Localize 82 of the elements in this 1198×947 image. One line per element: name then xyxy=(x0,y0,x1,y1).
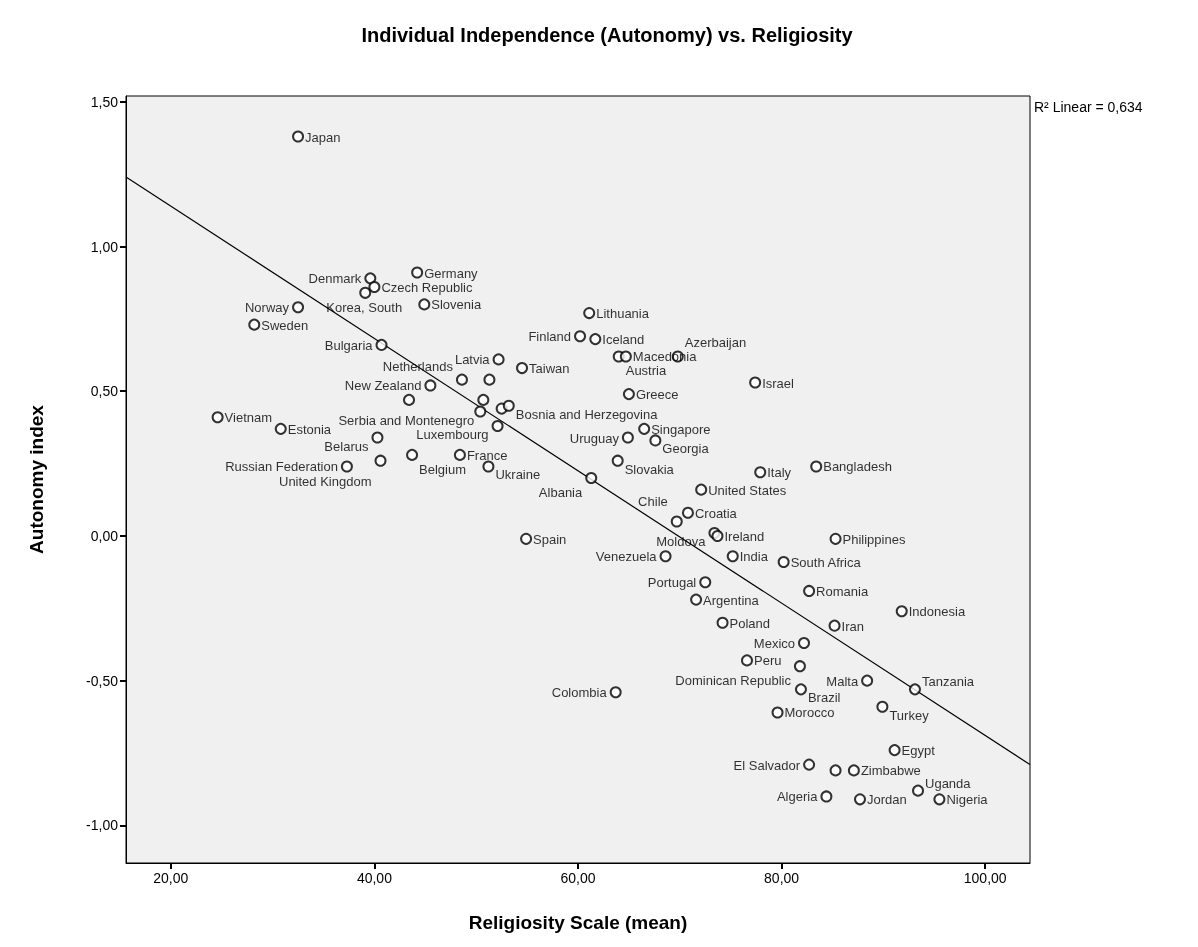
annotation: Albania xyxy=(538,485,583,501)
annotation: Greece xyxy=(635,387,679,403)
annotation: Brazil xyxy=(807,690,841,706)
annotation: El Salvador xyxy=(733,757,801,773)
annotation: Spain xyxy=(533,531,567,547)
annotation: Colombia xyxy=(551,685,608,701)
annotation: Portugal xyxy=(647,575,697,591)
annotation: Romania xyxy=(816,583,869,599)
annotation: Finland xyxy=(528,329,572,345)
x-tick-label: 80,00 xyxy=(764,870,800,886)
x-axis-title: Religiosity Scale (mean) xyxy=(468,912,688,933)
annotation: Taiwan xyxy=(529,361,570,377)
annotation: Russian Federation xyxy=(225,459,338,475)
annotation: Latvia xyxy=(454,352,491,368)
annotation: Ireland xyxy=(724,528,765,544)
annotation: United Kingdom xyxy=(279,473,372,489)
annotation: Lithuania xyxy=(596,306,650,322)
annotation: Morocco xyxy=(784,705,835,721)
annotation: Zimbabwe xyxy=(860,763,921,779)
annotation: Malta xyxy=(826,673,859,689)
annotation: Israel xyxy=(762,375,795,391)
annotation: Dominican Republic xyxy=(675,673,792,689)
annotation: Korea, South xyxy=(326,299,403,315)
annotation: Bangladesh xyxy=(823,459,892,475)
annotation: Poland xyxy=(729,615,771,631)
y-tick-label: -0,50 xyxy=(86,672,119,689)
annotation: Italy xyxy=(767,465,792,481)
y-tick-label: 1,00 xyxy=(90,238,119,255)
annotation: Serbia and Montenegro xyxy=(338,412,475,428)
annotation: Czech Republic xyxy=(381,280,473,296)
annotation: Azerbaijan xyxy=(684,335,747,351)
annotation: Ukraine xyxy=(495,467,541,483)
annotation: Argentina xyxy=(703,592,760,608)
y-tick-label: 0,50 xyxy=(90,383,119,400)
annotation: Estonia xyxy=(287,421,332,437)
annotation: United States xyxy=(708,482,787,498)
annotation: Iceland xyxy=(602,332,645,348)
annotation: Slovakia xyxy=(624,461,675,477)
annotation: Bulgaria xyxy=(324,337,374,353)
annotation: Slovenia xyxy=(431,297,482,313)
annotation: Peru xyxy=(753,653,782,669)
annotation: Turkey xyxy=(889,707,930,723)
annotation: New Zealand xyxy=(344,378,422,394)
annotation: Germany xyxy=(424,265,479,281)
annotation: Venezuela xyxy=(595,549,658,565)
annotation: Uruguay xyxy=(569,430,620,446)
annotation: Uganda xyxy=(925,775,972,791)
annotation: Georgia xyxy=(662,441,710,457)
annotation: Mexico xyxy=(753,636,796,652)
annotation: Vietnam xyxy=(224,410,273,426)
annotation: Indonesia xyxy=(908,604,966,620)
annotation: Algeria xyxy=(776,789,819,805)
annotation: Philippines xyxy=(842,531,906,547)
y-axis-title: Autonomy index xyxy=(26,404,47,554)
x-tick-label: 40,00 xyxy=(356,870,393,886)
annotation: Chile xyxy=(638,494,668,510)
text: R² Linear = 0,634 xyxy=(1034,99,1143,115)
annotation: Belgium xyxy=(419,461,467,477)
x-tick-label: 60,00 xyxy=(560,870,596,886)
annotation: Croatia xyxy=(694,505,738,521)
annotation: Norway xyxy=(244,300,290,316)
y-tick-label: 0,00 xyxy=(90,527,119,544)
annotation: India xyxy=(739,549,769,565)
annotation: France xyxy=(466,447,508,463)
annotation: Tanzania xyxy=(921,674,975,690)
chart-title: Individual Independence (Autonomy) vs. Religiosity xyxy=(361,24,854,46)
x-tick-label: 100,00 xyxy=(963,870,1007,886)
annotation: Egypt xyxy=(901,743,936,759)
annotation: Iran xyxy=(841,618,864,634)
annotation: Denmark xyxy=(308,271,362,287)
y-tick-label: 1,50 xyxy=(90,93,119,110)
annotation: Japan xyxy=(305,129,341,145)
annotation: Sweden xyxy=(261,317,309,333)
annotation: Belarus xyxy=(324,438,369,454)
annotation: Bosnia and Herzegovina xyxy=(515,406,659,422)
annotation: Austria xyxy=(625,363,667,379)
y-tick-label: -1,00 xyxy=(86,817,119,834)
annotation: South Africa xyxy=(790,554,862,570)
x-tick-label: 20,00 xyxy=(153,870,189,886)
annotation: Nigeria xyxy=(946,792,989,808)
annotation: Singapore xyxy=(651,421,711,437)
annotation: Jordan xyxy=(866,792,907,808)
